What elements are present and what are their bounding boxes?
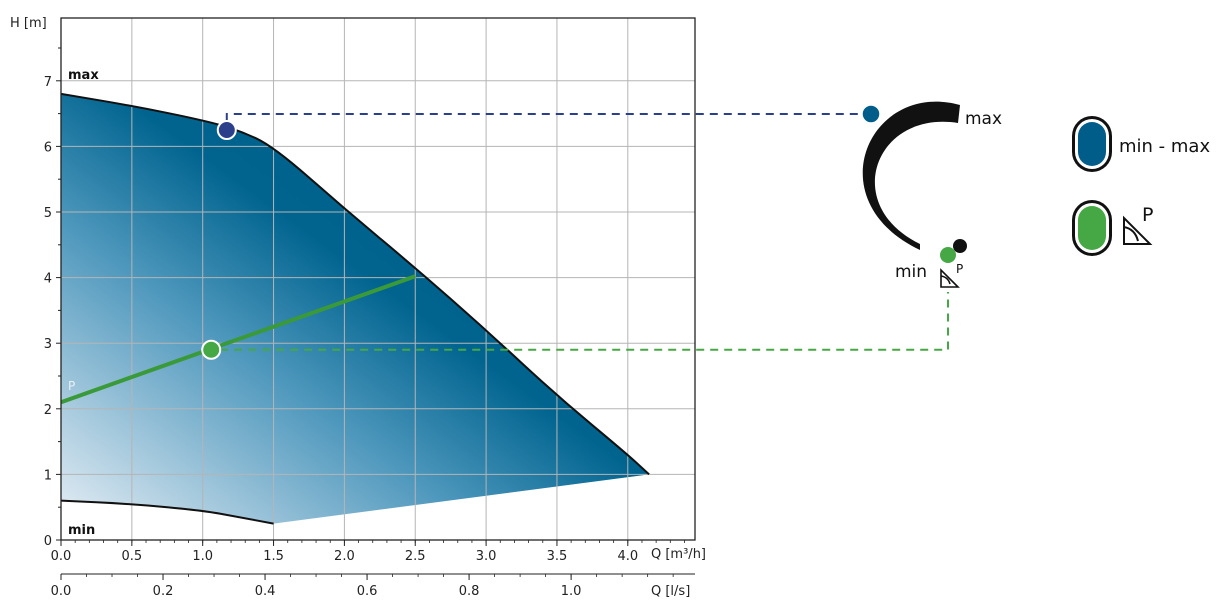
dial-max-label: max bbox=[965, 109, 1002, 129]
x-tick-label: 2.0 bbox=[334, 549, 355, 564]
dial-min-label: min bbox=[895, 262, 927, 282]
leader-line-p bbox=[220, 292, 949, 351]
y-tick-label: 7 bbox=[44, 75, 52, 90]
operating-point-max bbox=[216, 120, 237, 140]
dial-proportional-pressure-icon: P bbox=[940, 262, 963, 288]
legend-label-min-max: min - max bbox=[1119, 136, 1210, 157]
x-ls-tick-label: 0.2 bbox=[153, 584, 174, 599]
dial-marker-max bbox=[861, 104, 881, 124]
x-tick-label: 3.5 bbox=[547, 549, 568, 564]
dial-marker-p bbox=[940, 247, 956, 263]
grid bbox=[61, 18, 695, 540]
x-ls-tick-label: 1.0 bbox=[561, 584, 582, 599]
operating-point-p bbox=[201, 339, 222, 360]
x-ls-tick-label: 0.4 bbox=[255, 584, 276, 599]
proportional-pressure-line bbox=[60, 274, 416, 405]
y-tick-label: 2 bbox=[44, 403, 52, 418]
pump-performance-chart: H [m] Q [m³/h] Q [l/s] 0 1 2 3 4 5 6 7 0.0 0.5 1.… bbox=[10, 16, 949, 599]
x-tick-label: 1.0 bbox=[192, 549, 213, 564]
x-tick-label: 4.0 bbox=[617, 549, 638, 564]
x-tick-label: 1.5 bbox=[263, 549, 284, 564]
x-ls-tick-label: 0.0 bbox=[51, 584, 72, 599]
y-tick-label: 5 bbox=[44, 206, 52, 221]
leader-line-max bbox=[225, 113, 862, 121]
x-tick-label: 0.5 bbox=[122, 549, 143, 564]
y-tick-label: 1 bbox=[44, 468, 52, 483]
min-curve bbox=[60, 499, 274, 525]
x-ls-tick-label: 0.6 bbox=[357, 584, 378, 599]
plot-frame bbox=[60, 17, 696, 541]
x-tick-label: 0.0 bbox=[51, 549, 72, 564]
dial-knob bbox=[953, 239, 967, 253]
legend-item-proportional-pressure: P bbox=[1072, 200, 1153, 256]
dial-p-label: P bbox=[956, 262, 963, 276]
dial-arc bbox=[862, 101, 960, 250]
legend-p-label: P bbox=[1142, 204, 1153, 226]
y-axis-ticks: 0 1 2 3 4 5 6 7 bbox=[44, 47, 61, 549]
y-tick-label: 3 bbox=[44, 337, 52, 352]
y-tick-label: 6 bbox=[44, 140, 52, 155]
legend-item-min-max: min - max bbox=[1072, 116, 1210, 172]
speed-dial: max min P bbox=[861, 101, 1002, 288]
x-axis-label-m3h: Q [m³/h] bbox=[651, 547, 706, 562]
legend: min - max P bbox=[1072, 116, 1210, 256]
x-tick-label: 2.5 bbox=[405, 549, 426, 564]
proportional-pressure-icon bbox=[1123, 215, 1153, 245]
x-axis-ticks-ls: 0.0 0.2 0.4 0.6 0.8 1.0 bbox=[51, 574, 674, 599]
y-tick-label: 4 bbox=[44, 272, 52, 287]
proportional-pressure-line-label: P bbox=[68, 379, 75, 393]
max-curve-label: max bbox=[68, 68, 99, 83]
x-ls-tick-label: 0.8 bbox=[459, 584, 480, 599]
max-curve bbox=[60, 92, 650, 476]
y-tick-label: 0 bbox=[44, 534, 52, 549]
y-axis-label: H [m] bbox=[10, 16, 47, 31]
x-axis-label-ls: Q [l/s] bbox=[651, 584, 690, 599]
operating-range-area bbox=[61, 93, 650, 524]
min-curve-label: min bbox=[68, 523, 95, 538]
x-axis-ticks-m3h: 0.0 0.5 1.0 1.5 2.0 2.5 3.0 3.5 4.0 bbox=[51, 540, 685, 564]
x-tick-label: 3.0 bbox=[476, 549, 497, 564]
